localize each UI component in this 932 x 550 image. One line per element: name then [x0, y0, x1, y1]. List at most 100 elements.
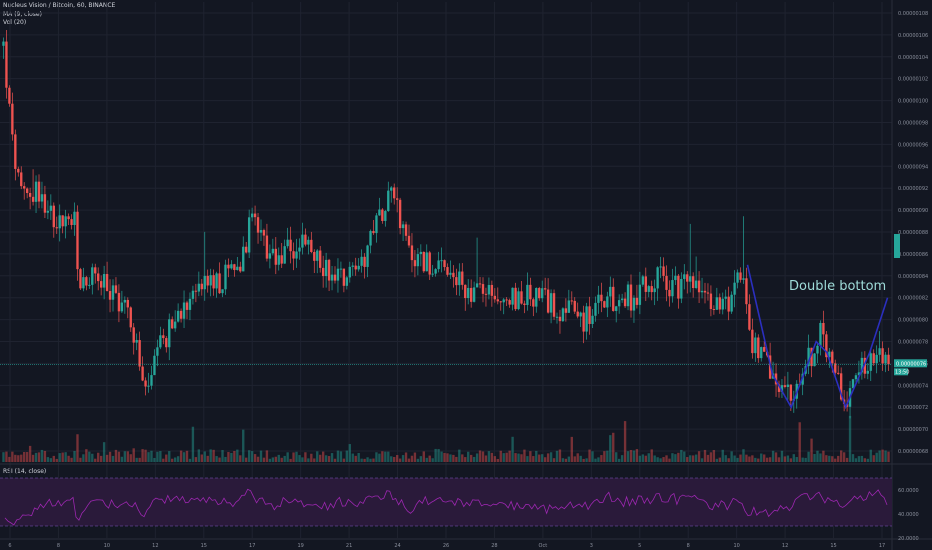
volume-bar — [644, 455, 647, 462]
candle-body — [378, 209, 381, 216]
volume-bar — [262, 457, 266, 462]
volume-bar — [878, 450, 881, 462]
volume-bar — [765, 457, 769, 462]
volume-bar — [333, 458, 337, 462]
candle-body — [253, 213, 257, 218]
candle-body — [709, 293, 713, 310]
candle-body — [745, 278, 748, 305]
volume-axis-marker — [894, 234, 900, 258]
volume-bar — [354, 455, 357, 462]
volume-bar — [455, 456, 458, 462]
candle-body — [390, 187, 393, 191]
candle-body — [549, 293, 553, 313]
volume-bar — [206, 455, 209, 462]
candle-body — [626, 284, 630, 307]
volume-bar — [165, 454, 168, 462]
candle-body — [484, 293, 488, 295]
volume-bar — [387, 451, 390, 462]
candle-body — [656, 267, 659, 289]
candle-body — [742, 278, 745, 280]
volume-bar — [674, 454, 677, 462]
volume-bar — [239, 455, 242, 462]
candle-body — [529, 284, 532, 300]
volume-bar — [117, 451, 121, 462]
volume-bar — [132, 448, 135, 462]
candle-body — [887, 354, 890, 365]
y-tick-label: 0.00000084 — [898, 274, 928, 280]
volume-bar — [395, 455, 399, 462]
volume-bar — [298, 455, 301, 462]
volume-bar — [67, 455, 70, 462]
candle-body — [79, 269, 82, 289]
candle-body — [481, 284, 485, 294]
volume-bar — [2, 452, 5, 462]
candle-body — [697, 280, 701, 293]
volume-bar — [434, 448, 437, 462]
volume-bar — [40, 449, 44, 462]
candle-body — [14, 134, 17, 169]
volume-bar — [650, 449, 653, 462]
candle-body — [606, 296, 609, 308]
x-tick-label: 17 — [879, 543, 885, 549]
candle-body — [691, 276, 695, 289]
volume-bar — [591, 451, 594, 462]
volume-bar — [404, 452, 408, 462]
candle-body — [173, 321, 177, 329]
rsi-legend[interactable]: RSI (14, close) — [3, 468, 47, 475]
candle-body — [763, 347, 766, 352]
ma-legend[interactable]: MA (9, close) — [3, 11, 42, 18]
candle-body — [469, 287, 473, 302]
candle-body — [878, 348, 881, 355]
volume-bar — [804, 457, 807, 462]
candle-body — [129, 307, 132, 328]
volume-bar — [594, 458, 597, 462]
volume-bar — [706, 454, 710, 462]
candle-body — [659, 266, 662, 268]
candle-body — [333, 274, 337, 281]
candle-body — [138, 340, 141, 367]
candle-body — [851, 379, 855, 389]
candle-body — [2, 41, 5, 46]
y-tick-label: 0.00000074 — [898, 383, 928, 389]
volume-bar — [97, 452, 100, 462]
candle-body — [55, 227, 58, 229]
candle-body — [82, 277, 85, 289]
volume-bar — [173, 457, 177, 462]
candle-body — [822, 322, 825, 335]
candle-body — [617, 300, 621, 307]
volume-bar — [736, 457, 739, 462]
candle-body — [393, 187, 396, 199]
volume-bar — [203, 451, 206, 462]
volume-bar — [289, 458, 292, 462]
candle-body — [647, 286, 650, 292]
volume-bar — [336, 450, 340, 462]
volume-bar — [79, 457, 82, 462]
rsi-tick-label: 40.0000 — [898, 512, 919, 518]
volume-bar — [866, 458, 869, 462]
volume-bar — [212, 449, 215, 462]
candle-body — [410, 245, 414, 261]
candle-body — [179, 310, 183, 319]
volume-bar — [538, 454, 541, 462]
volume-bar — [597, 457, 600, 462]
candle-body — [99, 281, 103, 288]
candle-body — [247, 217, 251, 253]
candle-body — [564, 308, 568, 313]
candle-body — [774, 373, 778, 385]
candle-body — [404, 224, 408, 236]
volume-bar — [339, 451, 343, 462]
candle-body — [58, 215, 61, 229]
candle-body — [345, 277, 349, 286]
volume-bar — [869, 449, 872, 462]
candle-body — [23, 186, 26, 189]
candle-body — [434, 269, 437, 274]
candle-body — [61, 215, 64, 227]
volume-bar — [94, 458, 97, 462]
candle-body — [721, 298, 724, 310]
volume-bar — [153, 457, 156, 462]
candle-body — [724, 296, 727, 299]
chart-title: Nucleus Vision / Bitcoin, 60, BINANCE — [3, 2, 116, 9]
vol-legend[interactable]: Vol (20) — [3, 19, 27, 26]
volume-bar — [511, 436, 514, 462]
